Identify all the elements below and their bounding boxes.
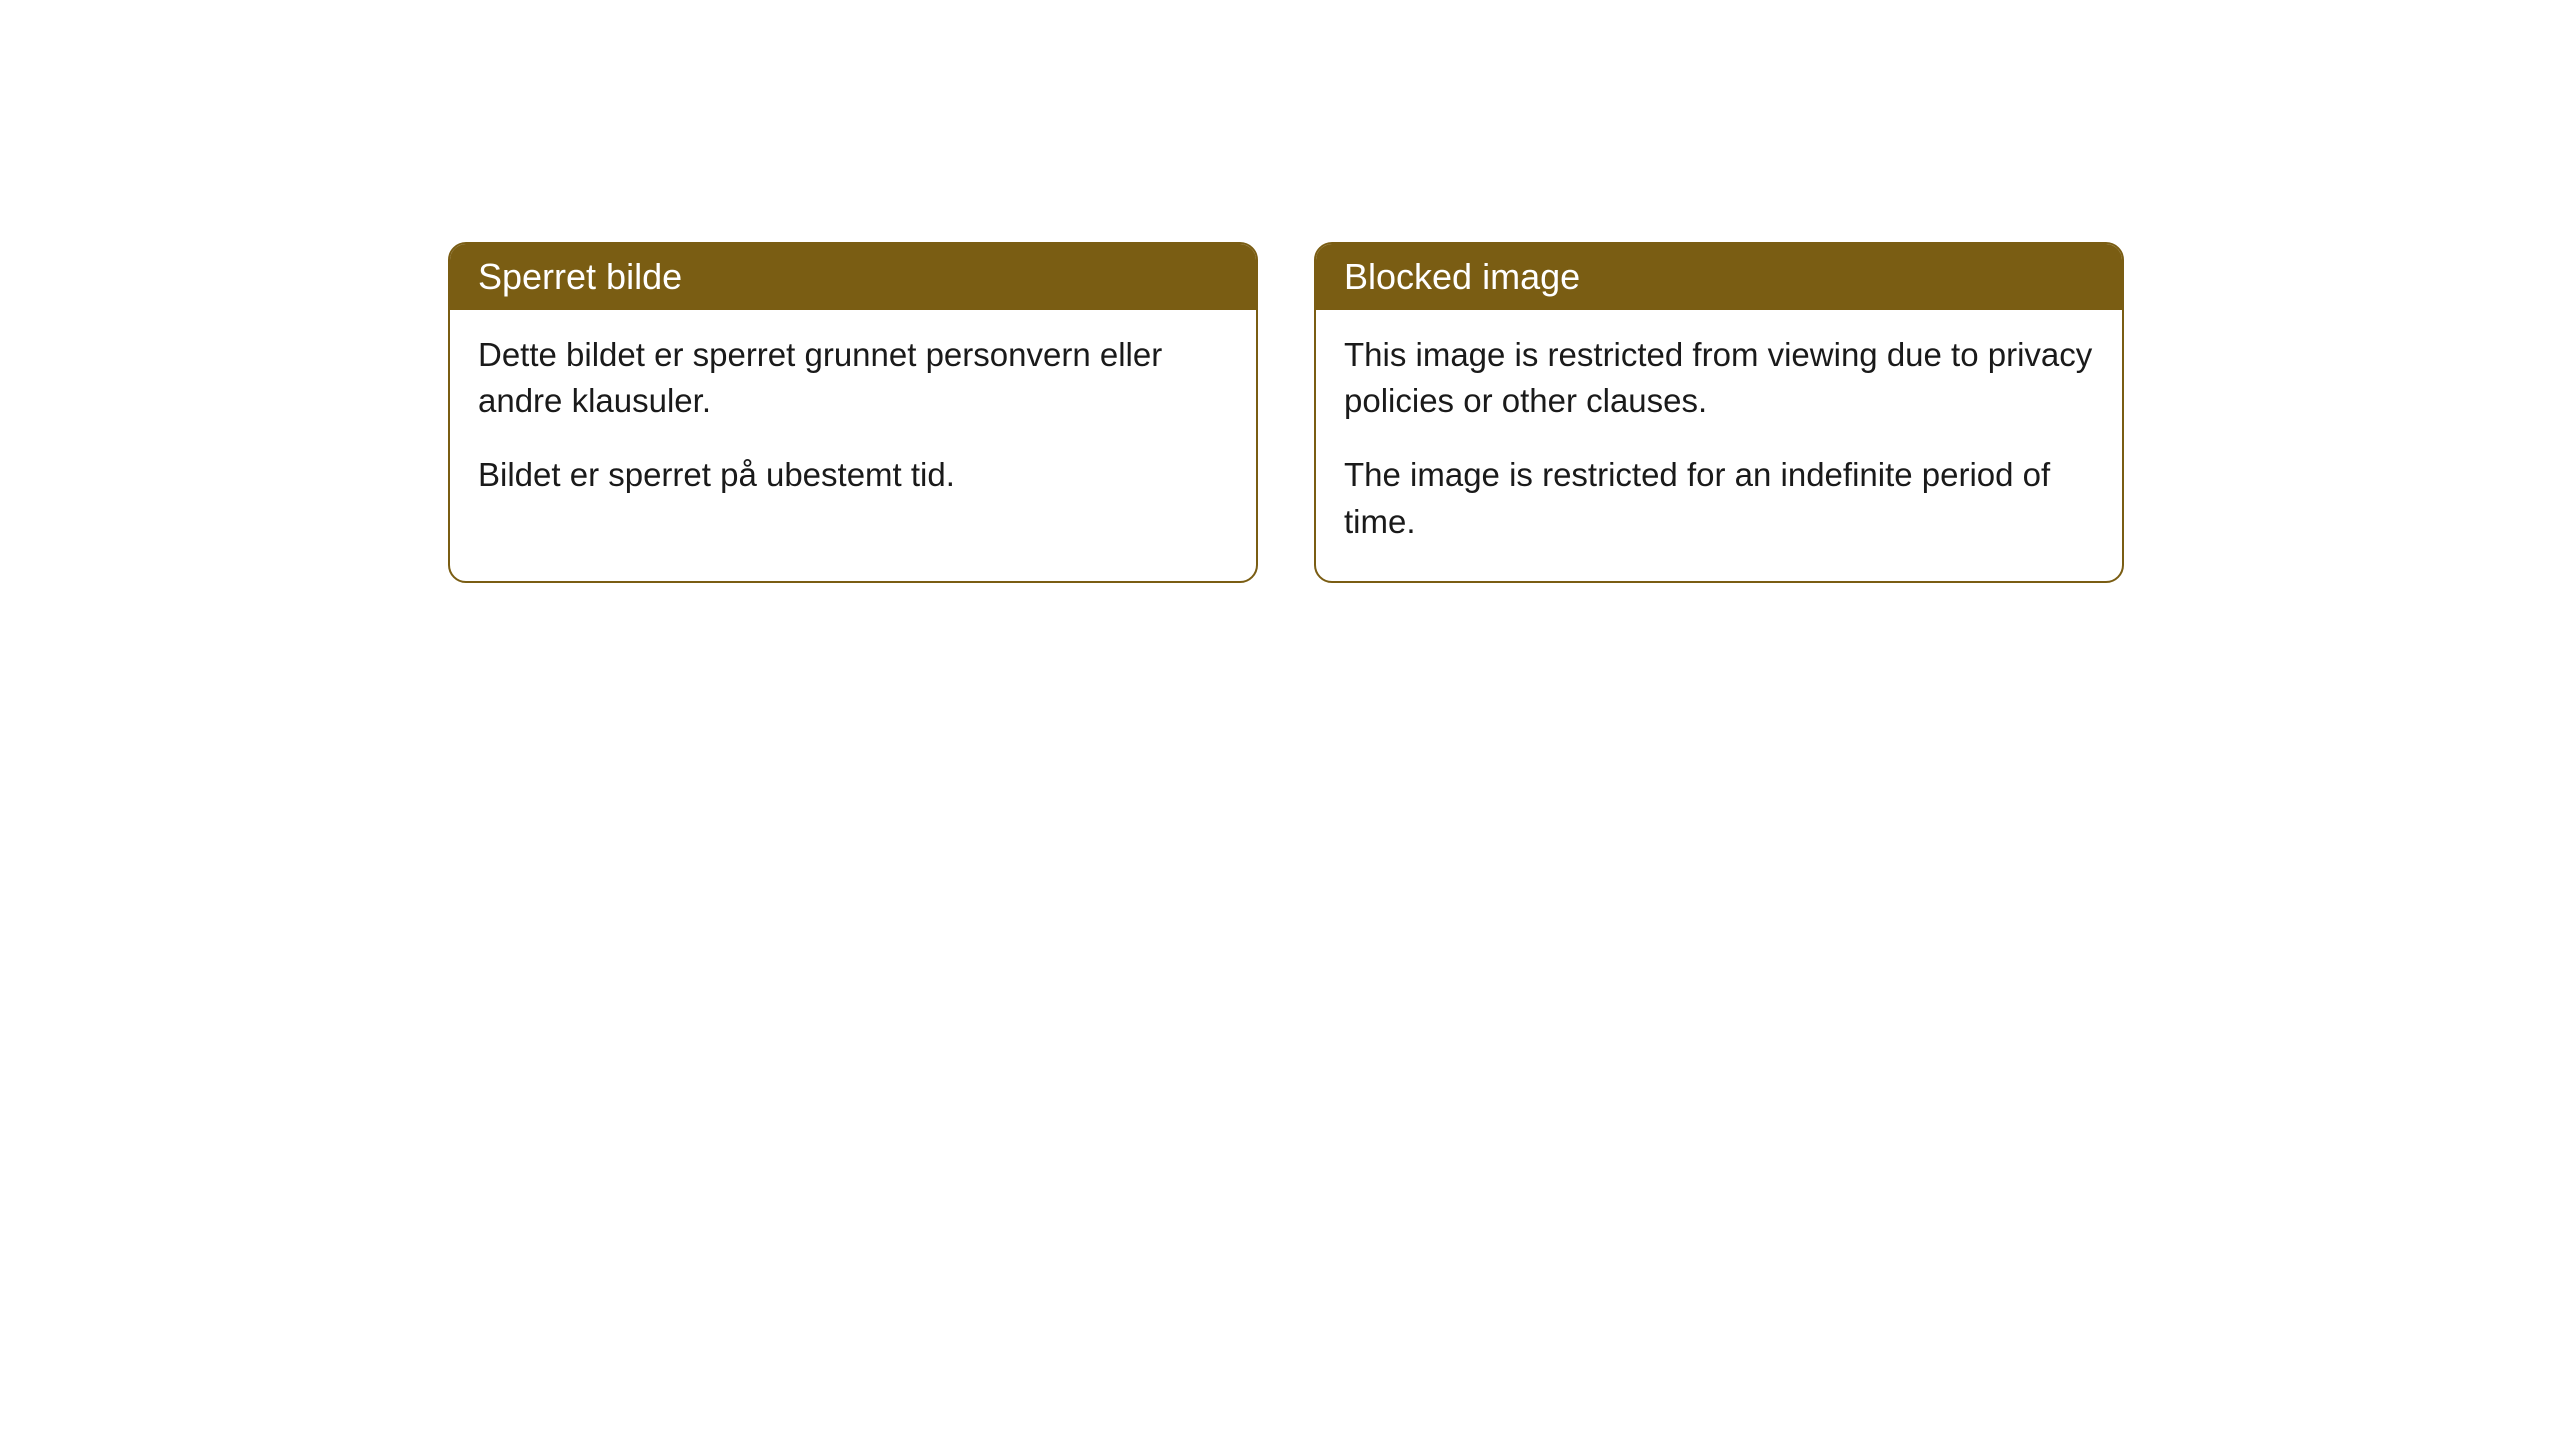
card-text-english-2: The image is restricted for an indefinit… — [1344, 452, 2094, 544]
notice-card-english: Blocked image This image is restricted f… — [1314, 242, 2124, 583]
notice-card-norwegian: Sperret bilde Dette bildet er sperret gr… — [448, 242, 1258, 583]
card-header-english: Blocked image — [1316, 244, 2122, 310]
card-body-english: This image is restricted from viewing du… — [1316, 310, 2122, 581]
notice-cards-container: Sperret bilde Dette bildet er sperret gr… — [448, 242, 2124, 583]
card-text-norwegian-1: Dette bildet er sperret grunnet personve… — [478, 332, 1228, 424]
card-header-norwegian: Sperret bilde — [450, 244, 1256, 310]
card-body-norwegian: Dette bildet er sperret grunnet personve… — [450, 310, 1256, 535]
card-text-norwegian-2: Bildet er sperret på ubestemt tid. — [478, 452, 1228, 498]
card-text-english-1: This image is restricted from viewing du… — [1344, 332, 2094, 424]
